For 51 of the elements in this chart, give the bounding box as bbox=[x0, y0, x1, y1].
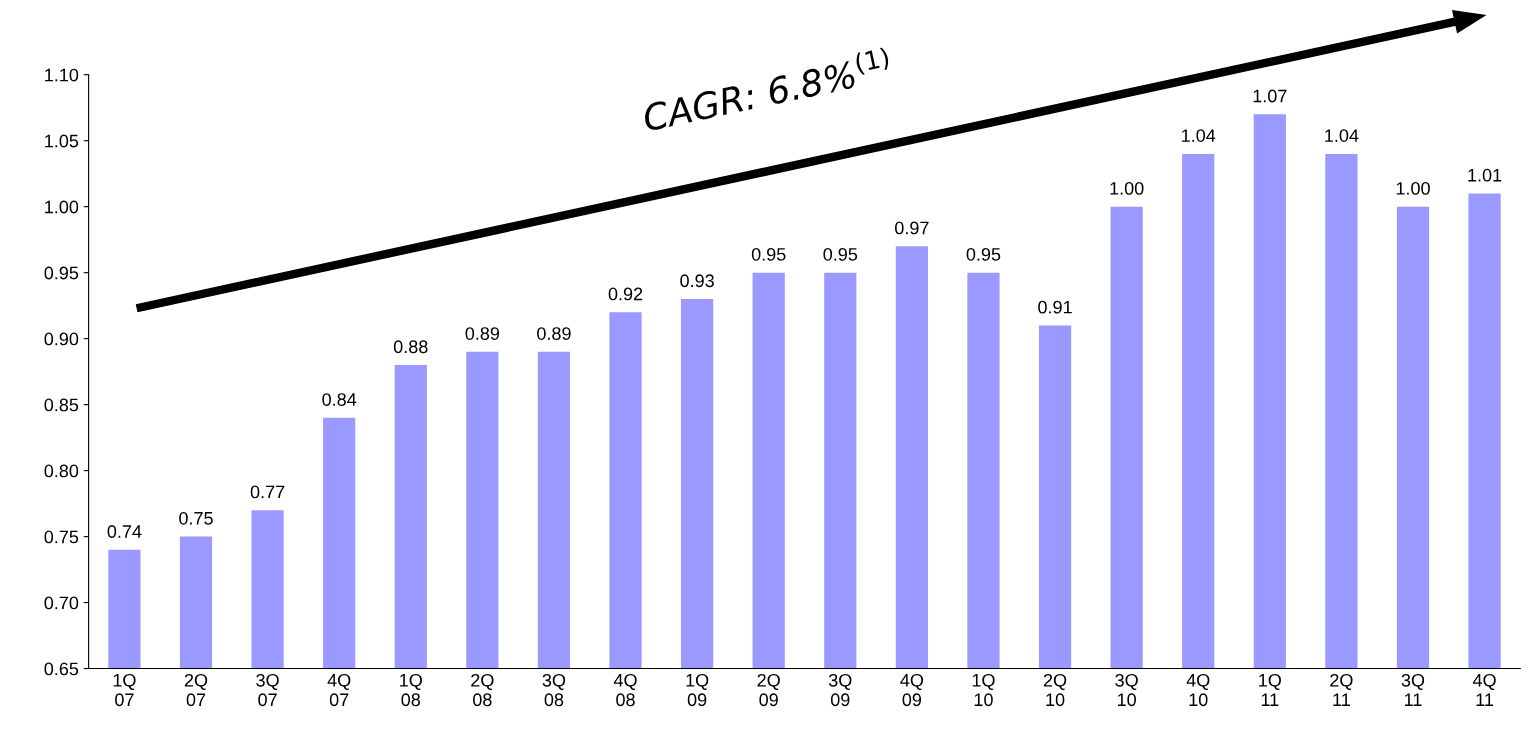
x-tick-label: 1Q 08 bbox=[400, 673, 422, 707]
data-label: 1.01 bbox=[1468, 168, 1502, 182]
y-tick-label: 1.05 bbox=[45, 134, 79, 148]
x-tick-label: 2Q 10 bbox=[1043, 673, 1067, 707]
data-label: 1.00 bbox=[1396, 181, 1430, 195]
x-tick-label: 4Q 11 bbox=[1472, 673, 1496, 706]
y-tick-label: 0.70 bbox=[44, 596, 79, 610]
data-label: 0.89 bbox=[465, 327, 500, 340]
x-tick-label: 4Q 08 bbox=[613, 673, 637, 707]
x-tick-label: 3Q 07 bbox=[256, 673, 279, 707]
y-tick-label: 1.00 bbox=[45, 200, 79, 214]
data-label: 0.92 bbox=[608, 287, 643, 301]
y-tick-label: 1.10 bbox=[45, 68, 79, 82]
data-label: 0.88 bbox=[393, 340, 428, 354]
y-tick-label: 0.85 bbox=[44, 398, 79, 412]
x-tick-label: 2Q 09 bbox=[757, 673, 780, 707]
data-label: 0.93 bbox=[680, 274, 714, 288]
data-label: 0.84 bbox=[322, 393, 357, 406]
x-tick-label: 1Q 11 bbox=[1259, 673, 1281, 706]
data-label: 0.74 bbox=[107, 525, 142, 538]
x-tick-label: 4Q 10 bbox=[1186, 673, 1210, 707]
x-tick-label: 3Q 11 bbox=[1401, 673, 1425, 706]
y-tick-label: 0.95 bbox=[44, 266, 79, 280]
x-tick-label: 3Q 09 bbox=[828, 673, 852, 707]
y-tick-label: 0.90 bbox=[44, 332, 79, 346]
x-tick-label: 2Q 08 bbox=[471, 673, 494, 707]
x-tick-label: 2Q 07 bbox=[184, 673, 208, 707]
x-tick-label: 4Q 07 bbox=[327, 673, 351, 707]
x-tick-label: 1Q 07 bbox=[113, 673, 136, 707]
annotation: CAGR: 6.8%$^{(1)}$ bbox=[640, 46, 893, 132]
data-label: 0.95 bbox=[751, 247, 786, 261]
data-label: 0.97 bbox=[895, 221, 929, 235]
data-label: 1.04 bbox=[1325, 129, 1359, 142]
data-label: 1.00 bbox=[1110, 181, 1144, 195]
data-label: 0.95 bbox=[823, 247, 858, 261]
data-label: 1.07 bbox=[1253, 89, 1287, 103]
data-label: 0.91 bbox=[1038, 300, 1072, 314]
data-label: 0.77 bbox=[250, 485, 285, 499]
y-tick-label: 0.80 bbox=[44, 464, 79, 478]
x-tick-label: 1Q 09 bbox=[686, 673, 709, 707]
x-tick-label: 1Q 10 bbox=[972, 673, 995, 707]
data-label: 0.89 bbox=[537, 327, 571, 340]
x-tick-label: 3Q 08 bbox=[542, 673, 566, 707]
x-tick-label: 4Q 09 bbox=[900, 673, 924, 707]
y-tick-label: 0.75 bbox=[44, 530, 79, 544]
y-tick-label: 0.65 bbox=[44, 662, 79, 676]
data-label: 0.75 bbox=[179, 511, 213, 525]
data-label: 1.04 bbox=[1182, 129, 1216, 142]
data-label: 0.95 bbox=[966, 247, 1001, 261]
x-tick-label: 2Q 11 bbox=[1330, 673, 1353, 706]
x-tick-label: 3Q 10 bbox=[1115, 673, 1138, 707]
